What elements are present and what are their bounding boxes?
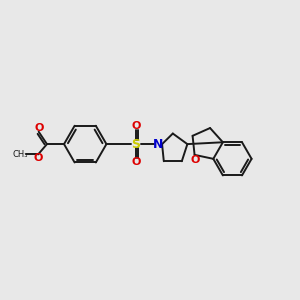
Text: N: N (153, 138, 164, 151)
Text: O: O (190, 154, 200, 165)
Text: O: O (131, 121, 141, 131)
Text: S: S (131, 138, 140, 151)
Text: CH₃: CH₃ (13, 150, 28, 159)
Text: O: O (33, 153, 43, 163)
Text: O: O (34, 123, 43, 133)
Text: O: O (131, 157, 141, 167)
